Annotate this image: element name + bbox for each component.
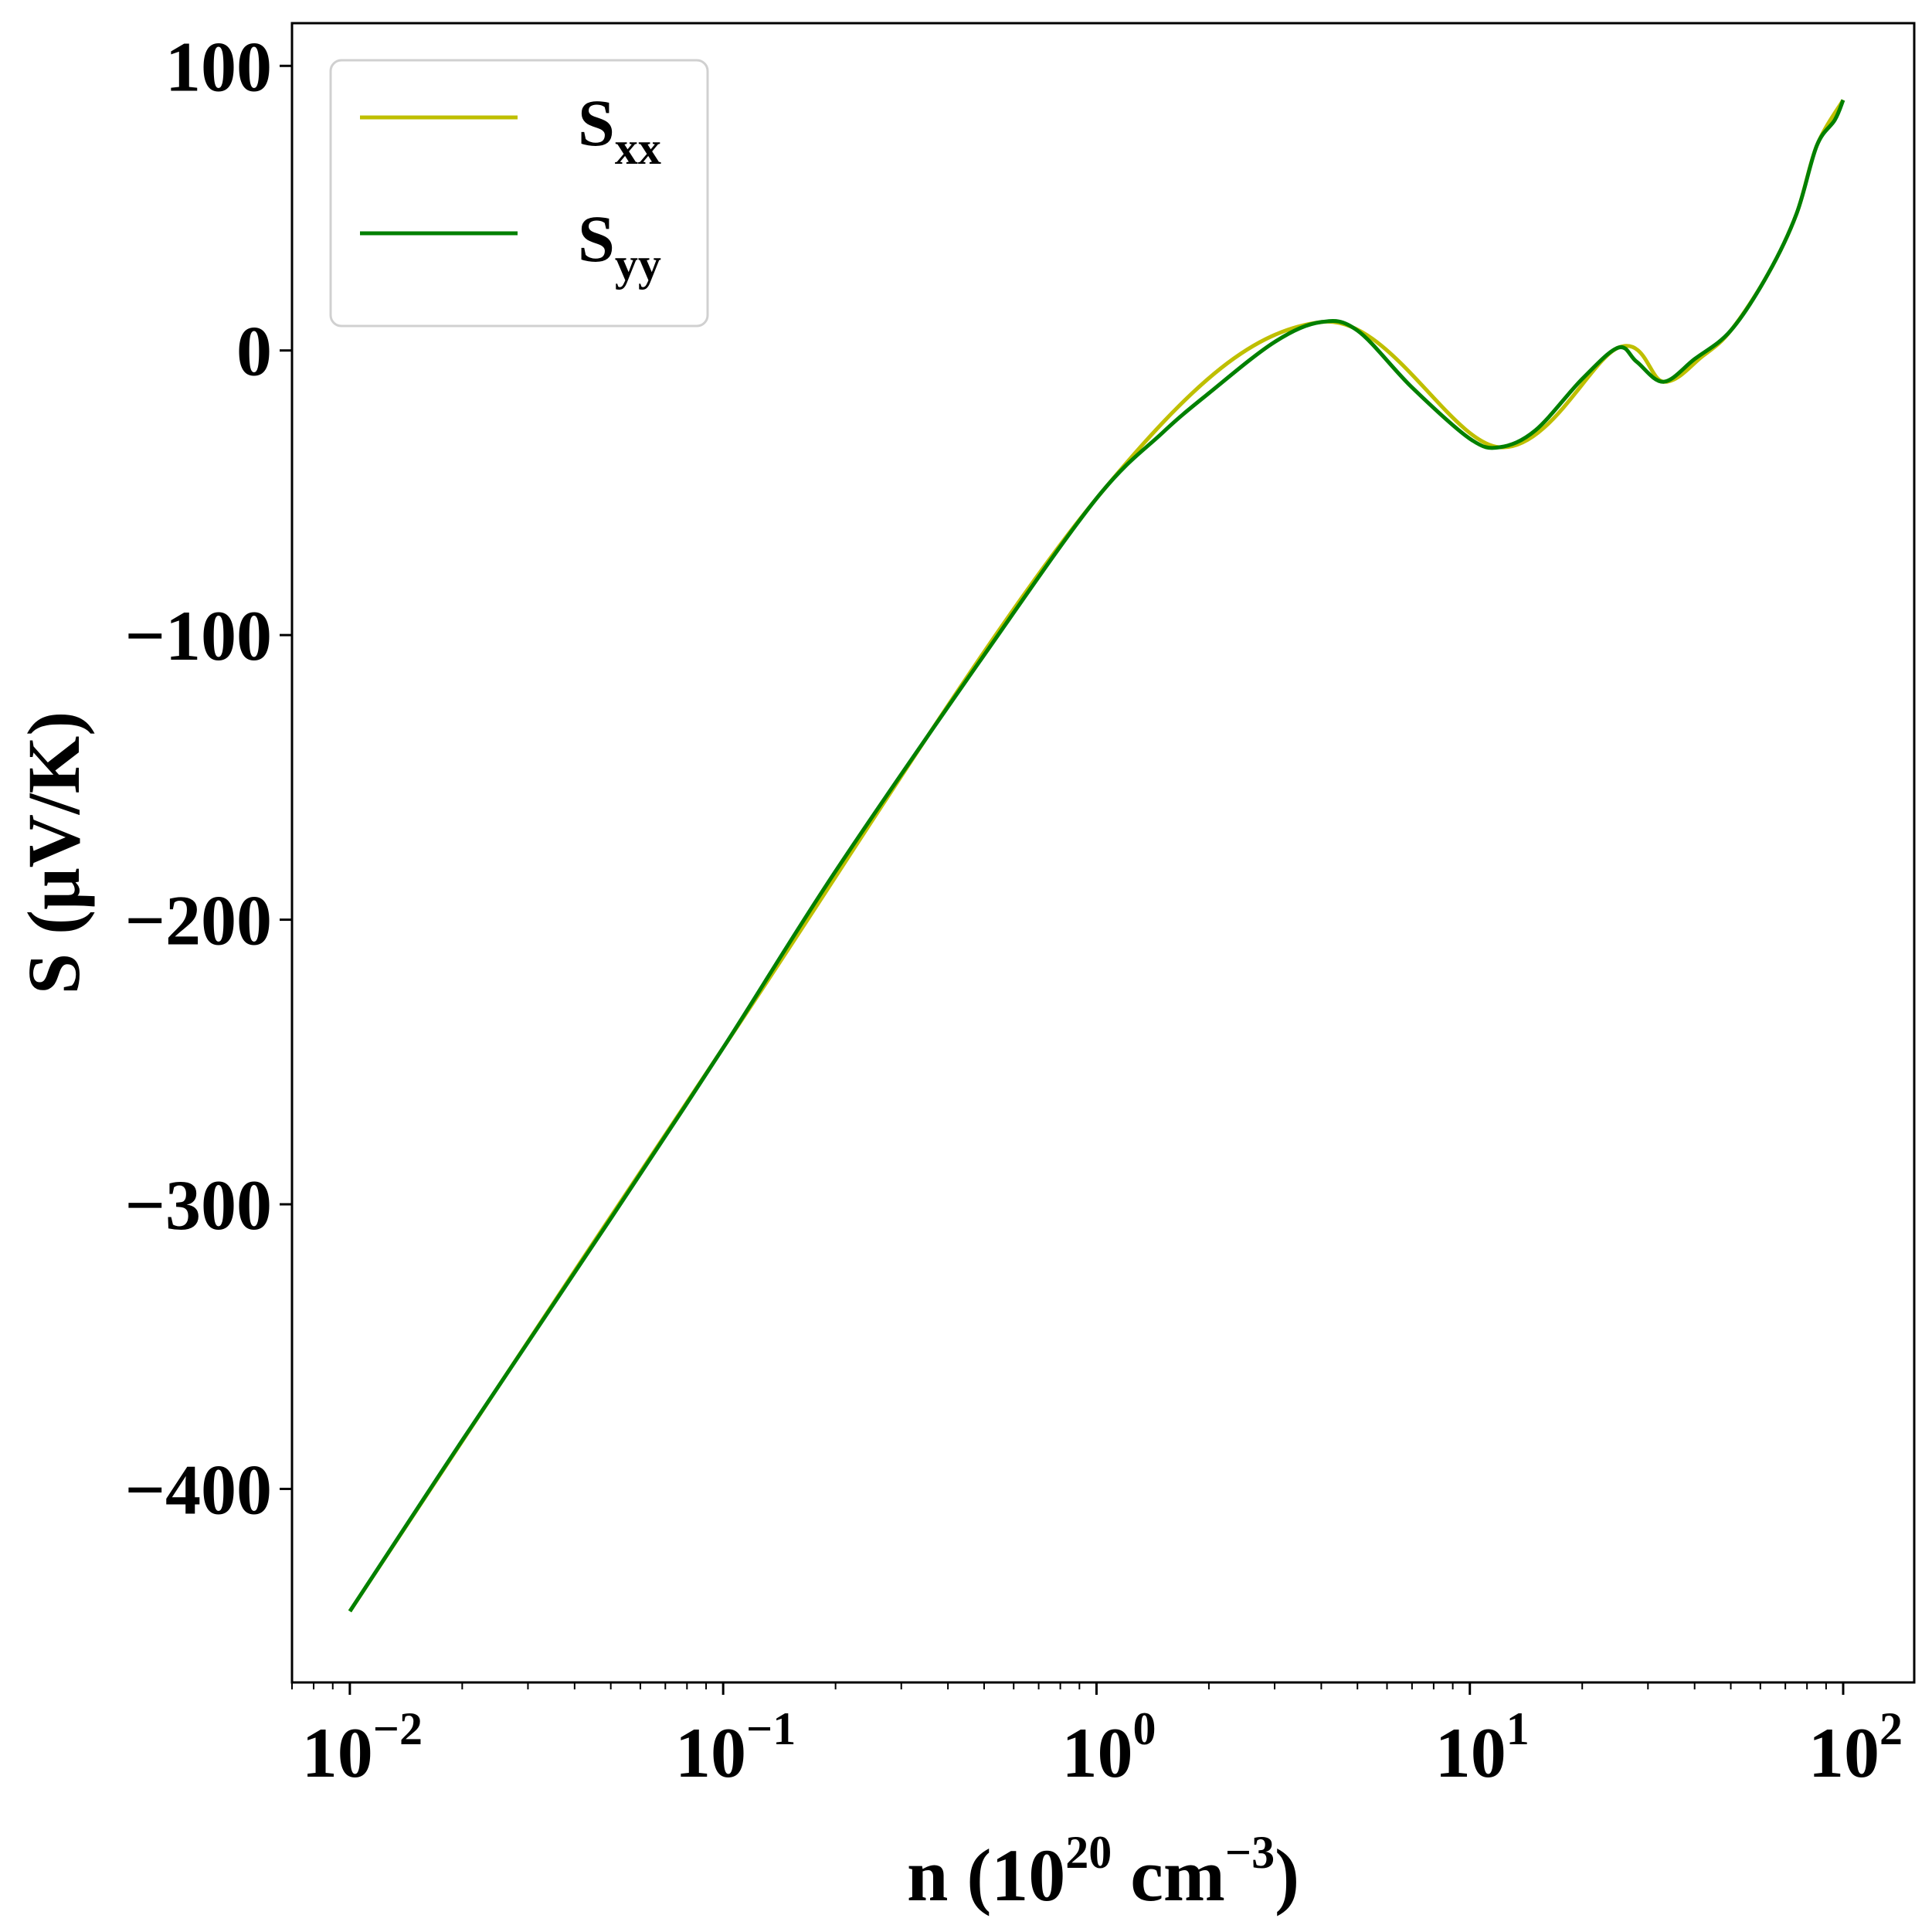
x-tick-label: 102 — [1808, 1703, 1903, 1792]
tick-layer: 100 0 −100 −200 −300 −400 10−2 10−1 100 101 102 — [125, 27, 1903, 1792]
y-tick-label: −300 — [125, 1166, 272, 1244]
y-tick-label: −400 — [125, 1450, 272, 1529]
x-tick-label: 100 — [1061, 1703, 1156, 1792]
y-tick-label: 100 — [165, 27, 272, 106]
y-tick-label: −200 — [125, 881, 272, 960]
y-axis-label: S (μV/K) — [12, 711, 95, 994]
x-tick-label: 10−2 — [302, 1703, 423, 1792]
legend-label-s-yy: Syy — [578, 202, 661, 290]
y-tick-label: 0 — [236, 312, 272, 391]
legend-label-s-xx: Sxx — [578, 86, 661, 174]
legend: Sxx Syy — [329, 59, 709, 328]
y-tick-label: −100 — [125, 596, 272, 675]
x-tick-label: 101 — [1435, 1703, 1530, 1792]
legend-box — [329, 59, 709, 328]
x-tick-label: 10−1 — [675, 1703, 796, 1792]
x-axis-label: n (1020 cm−3) — [907, 1827, 1299, 1917]
series-line-s-yy — [348, 99, 1845, 1613]
series-layer — [348, 99, 1845, 1613]
